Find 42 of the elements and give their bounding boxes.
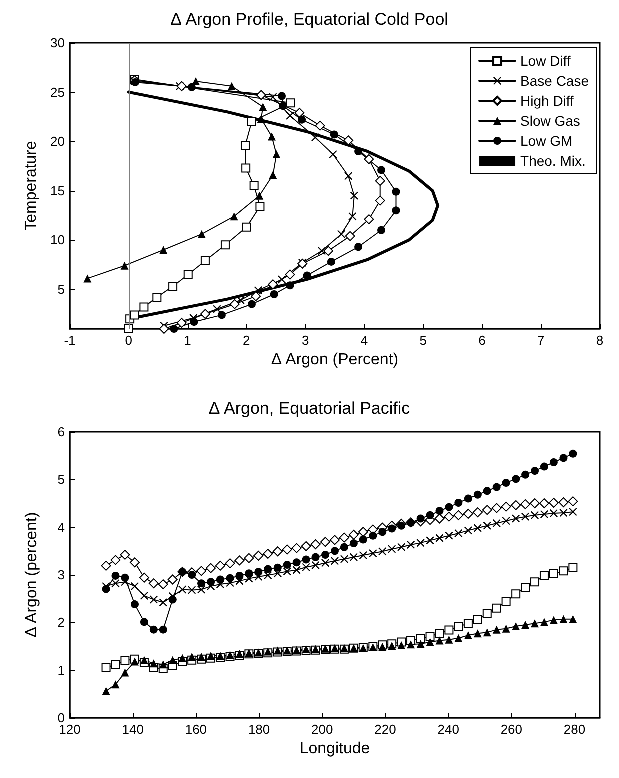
x-tick-label: 160 [185, 722, 208, 737]
y-axis-title: Temperature [23, 140, 40, 231]
x-axis-title: Longitude [300, 740, 370, 758]
y-tick-label: 6 [58, 424, 65, 440]
x-tick-label: 220 [374, 722, 396, 737]
x-tick-label: 4 [360, 333, 368, 348]
y-tick-label: 1 [58, 662, 65, 678]
y-axis-title: Δ Argon (percent) [24, 512, 40, 638]
y-tick-label: 15 [50, 183, 65, 198]
x-tick-label: 280 [564, 722, 586, 737]
y-tick-label: 3 [58, 568, 65, 582]
y-tick-label: 2 [58, 615, 65, 630]
x-tick-label: 3 [302, 333, 310, 348]
x-tick-label: -1 [64, 333, 76, 348]
legend-label: Base Case [520, 73, 590, 89]
x-tick-label: 180 [248, 722, 270, 737]
x-tick-label: 240 [438, 722, 460, 737]
x-tick-label: 8 [596, 333, 604, 348]
x-tick-label: 5 [420, 333, 427, 348]
x-tick-label: 260 [500, 722, 523, 737]
legend-label: High Diff [520, 93, 574, 109]
y-tick-label: 4 [58, 520, 65, 535]
x-tick-label: 200 [312, 722, 334, 737]
legend-label: Low GM [520, 133, 573, 149]
legend-label: Slow Gas [520, 113, 580, 129]
y-tick-label: 5 [58, 282, 65, 298]
y-tick-label: 10 [50, 232, 65, 248]
x-tick-label: 6 [478, 333, 486, 348]
chart-title: Δ Argon, Equatorial Pacific [208, 399, 411, 418]
x-tick-label: 140 [122, 722, 144, 737]
y-tick-label: 5 [58, 472, 65, 488]
x-tick-label: 2 [243, 333, 250, 348]
legend-label: Low Diff [520, 53, 571, 69]
x-tick-label: 0 [125, 333, 133, 348]
y-tick-label: 25 [50, 84, 65, 100]
x-tick-label: 7 [537, 333, 545, 348]
x-tick-label: 1 [184, 333, 192, 348]
y-tick-label: 30 [50, 36, 65, 50]
chart-title: Δ Argon Profile, Equatorial Cold Pool [170, 10, 448, 29]
legend-label: Theo. Mix. [520, 153, 586, 169]
x-axis-title: Δ Argon (Percent) [271, 351, 399, 368]
y-tick-label: 20 [50, 134, 65, 150]
